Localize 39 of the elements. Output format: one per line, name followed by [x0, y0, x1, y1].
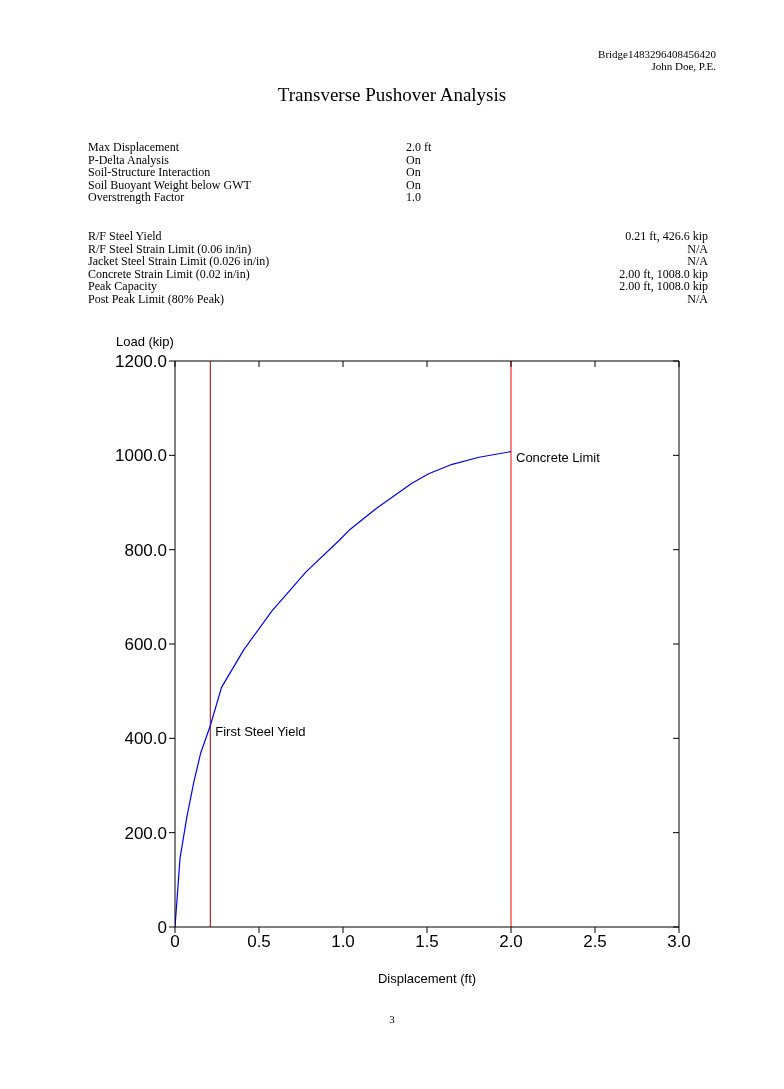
text: Concrete Strain Limit (0.02 in/in)	[88, 266, 250, 281]
text: On	[406, 152, 421, 167]
x-tick-label: 3.0	[667, 932, 691, 952]
text: Max Displacement	[88, 140, 180, 154]
text: Soil Buoyant Weight below GWT	[88, 177, 252, 192]
y-axis-title: Load (kip)	[116, 334, 174, 349]
x-tick-label: 2.0	[499, 932, 523, 952]
text: R/F Steel Strain Limit (0.06 in/in)	[88, 241, 252, 256]
text: Peak Capacity	[88, 279, 157, 293]
text: 2.00 ft, 1008.0 kip	[619, 266, 708, 281]
text: Bridge1483296408456420	[598, 48, 716, 60]
x-tick-label: 0	[170, 932, 180, 952]
x-tick-label: 1.5	[415, 932, 439, 952]
text: Soil-Structure Interaction	[88, 165, 212, 179]
x-tick-label: 0.5	[247, 932, 271, 952]
text: 2.00 ft, 1008.0 kip	[619, 279, 708, 293]
y-tick-label: 600.0	[124, 635, 167, 655]
text: R/F Steel Yield	[88, 229, 162, 243]
y-tick-label: 800.0	[124, 540, 167, 560]
text: 1.0	[406, 190, 421, 204]
y-tick-label: 400.0	[124, 729, 167, 749]
text: N/A	[687, 254, 708, 268]
text: 3	[388, 1013, 396, 1025]
x-tick-label: 2.5	[583, 932, 607, 952]
text: On	[406, 177, 421, 192]
x-tick-label: 1.0	[331, 932, 355, 952]
text: Jacket Steel Strain Limit (0.026 in/in)	[88, 254, 270, 268]
ref-line-label: First Steel Yield	[215, 723, 306, 739]
text: 2.0 ft	[406, 140, 432, 154]
y-tick-label: 200.0	[124, 823, 167, 843]
x-axis-title: Displacement (ft)	[377, 971, 477, 986]
ref-line-label: Concrete Limit	[516, 449, 601, 465]
text: On	[406, 165, 421, 179]
y-tick-label: 1200.0	[115, 352, 167, 372]
chart-title: Transverse Pushover Analysis	[276, 84, 508, 106]
text: 0.21 ft, 426.6 kip	[625, 229, 708, 243]
text: John Doe, P.E.	[650, 60, 716, 72]
y-tick-label: 1000.0	[115, 446, 167, 466]
y-tick-label: 0	[157, 918, 167, 938]
